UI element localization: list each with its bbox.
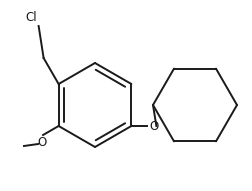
Text: Cl: Cl xyxy=(25,11,37,24)
Text: O: O xyxy=(37,136,46,149)
Text: O: O xyxy=(149,120,158,133)
